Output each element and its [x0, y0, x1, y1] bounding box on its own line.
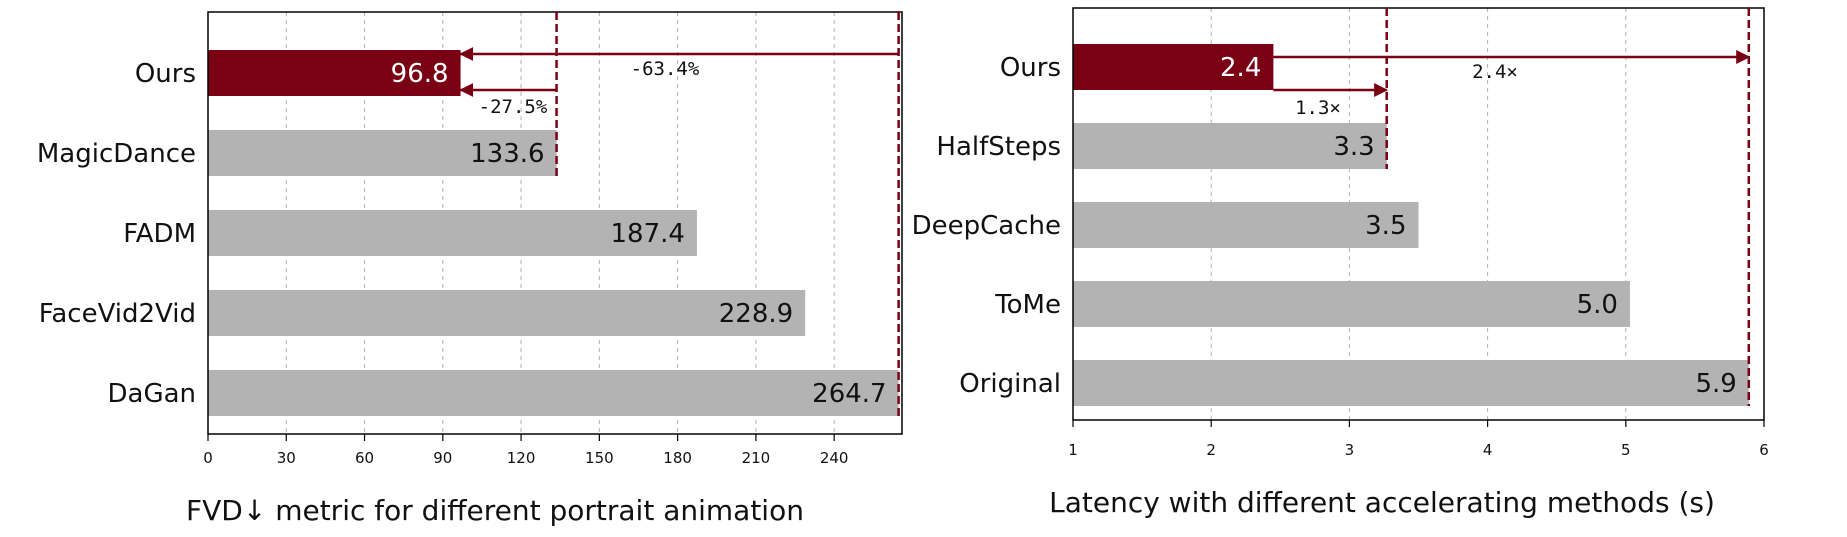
x-tick-label: 120	[507, 449, 536, 467]
x-tick-label: 3	[1345, 441, 1355, 459]
value-label-ours: 2.4	[1220, 53, 1261, 83]
x-tick-label: 150	[585, 449, 614, 467]
x-tick-label: 240	[820, 449, 849, 467]
x-tick-label: 0	[203, 449, 213, 467]
value-label-ours: 96.8	[391, 59, 449, 89]
value-label-halfsteps: 3.3	[1333, 132, 1374, 162]
bar-dagan	[208, 370, 899, 416]
x-tick-label: 60	[355, 449, 374, 467]
value-label-original: 5.9	[1695, 369, 1736, 399]
category-label-facevid2vid: FaceVid2Vid	[39, 299, 196, 329]
bar-halfsteps	[1073, 123, 1387, 169]
bar-fadm	[208, 210, 697, 256]
value-label-fadm: 187.4	[610, 219, 684, 249]
category-label-deepcache: DeepCache	[912, 211, 1061, 241]
x-tick-label: 4	[1483, 441, 1493, 459]
x-axis-label: Latency with different accelerating meth…	[1049, 486, 1715, 519]
x-tick-label: 6	[1759, 441, 1769, 459]
value-label-deepcache: 3.5	[1365, 211, 1406, 241]
bar-deepcache	[1073, 202, 1419, 248]
annotation-label: -63.4%	[631, 58, 700, 80]
x-tick-label: 90	[433, 449, 452, 467]
latency-chart: 2.4 Ours 3.3 HalfSteps 3.5 DeepCache 5.0 ToMe 5.…	[912, 7, 1769, 519]
bar-magicdance	[208, 130, 557, 176]
category-label-ours: Ours	[135, 59, 196, 89]
x-tick-label: 180	[663, 449, 692, 467]
x-tick-label: 30	[277, 449, 296, 467]
bar-facevid2vid	[208, 290, 806, 336]
category-label-halfsteps: HalfSteps	[936, 132, 1061, 162]
annotation-label: 1.3×	[1295, 97, 1341, 119]
category-label-original: Original	[959, 369, 1061, 399]
x-tick-label: 1	[1068, 441, 1078, 459]
x-tick-label: 5	[1621, 441, 1631, 459]
value-label-facevid2vid: 228.9	[719, 299, 793, 329]
x-tick-label: 210	[742, 449, 771, 467]
category-label-tome: ToMe	[994, 290, 1061, 320]
annotation-label: 2.4×	[1472, 61, 1518, 83]
axes-frame	[1072, 7, 1765, 421]
category-label-fadm: FADM	[123, 219, 196, 249]
annotation-label: -27.5%	[479, 96, 548, 118]
x-axis-label: FVD↓ metric for different portrait anima…	[186, 494, 804, 527]
category-label-magicdance: MagicDance	[37, 139, 196, 169]
bar-original	[1073, 360, 1749, 406]
bar-ours	[208, 50, 461, 96]
bar-ours	[1073, 44, 1274, 90]
category-label-dagan: DaGan	[107, 379, 196, 409]
category-label-ours: Ours	[1000, 53, 1061, 83]
value-label-tome: 5.0	[1577, 290, 1618, 320]
value-label-magicdance: 133.6	[470, 139, 544, 169]
bar-tome	[1073, 281, 1630, 327]
x-tick-label: 2	[1206, 441, 1216, 459]
fvd-chart: 96.8 Ours 133.6 MagicDance 187.4 FADM 228.9 Fac…	[37, 11, 903, 527]
axes-frame	[207, 11, 903, 435]
value-label-dagan: 264.7	[812, 379, 886, 409]
